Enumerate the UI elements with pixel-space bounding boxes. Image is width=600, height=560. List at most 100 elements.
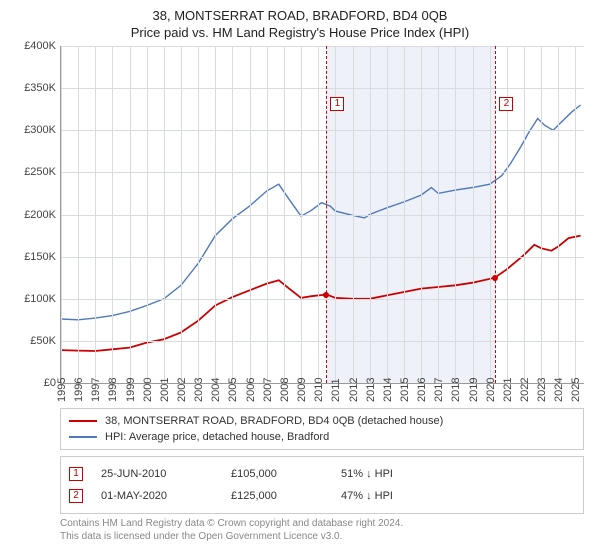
y-tick-label: £350K bbox=[24, 82, 56, 94]
sale-date: 25-JUN-2010 bbox=[101, 468, 231, 480]
y-tick-label: £200K bbox=[24, 209, 56, 221]
legend-swatch-property bbox=[69, 420, 97, 422]
gridline-v bbox=[370, 46, 371, 383]
x-tick-label: 1999 bbox=[125, 378, 137, 402]
y-tick-label: £50K bbox=[30, 335, 56, 347]
x-tick-label: 2022 bbox=[519, 378, 531, 402]
x-tick-label: 2006 bbox=[245, 378, 257, 402]
footer: Contains HM Land Registry data © Crown c… bbox=[60, 518, 584, 543]
gridline-v bbox=[541, 46, 542, 383]
sale-marker-number: 1 bbox=[330, 97, 344, 111]
gridline-v bbox=[215, 46, 216, 383]
gridline-v bbox=[421, 46, 422, 383]
gridline-v bbox=[524, 46, 525, 383]
gridline-v bbox=[250, 46, 251, 383]
plot-area: 12 bbox=[60, 46, 584, 384]
x-tick-label: 1997 bbox=[90, 378, 102, 402]
x-tick-label: 2000 bbox=[142, 378, 154, 402]
x-tick-label: 2024 bbox=[553, 378, 565, 402]
x-tick-label: 2020 bbox=[485, 378, 497, 402]
gridline-v bbox=[301, 46, 302, 383]
gridline-v bbox=[353, 46, 354, 383]
x-tick-label: 1996 bbox=[73, 378, 85, 402]
sales-table: 1 25-JUN-2010£105,00051% ↓ HPI 201-MAY-202… bbox=[60, 456, 584, 514]
sale-price: £125,000 bbox=[231, 490, 341, 502]
gridline-h bbox=[61, 88, 584, 89]
series-line bbox=[61, 105, 581, 320]
sale-price: £105,000 bbox=[231, 468, 341, 480]
x-tick-label: 2005 bbox=[227, 378, 239, 402]
sale-marker-line bbox=[326, 46, 327, 383]
y-tick-label: £300K bbox=[24, 124, 56, 136]
gridline-h bbox=[61, 215, 584, 216]
gridline-h bbox=[61, 130, 584, 131]
x-tick-label: 1995 bbox=[56, 378, 68, 402]
x-tick-label: 2016 bbox=[416, 378, 428, 402]
x-tick-label: 2012 bbox=[348, 378, 360, 402]
x-tick-label: 2007 bbox=[262, 378, 274, 402]
x-tick-label: 2021 bbox=[502, 378, 514, 402]
sale-row-number: 2 bbox=[69, 489, 83, 503]
gridline-v bbox=[232, 46, 233, 383]
gridline-v bbox=[404, 46, 405, 383]
sale-ratio: 47% ↓ HPI bbox=[341, 490, 393, 502]
x-tick-label: 2010 bbox=[313, 378, 325, 402]
x-tick-label: 2015 bbox=[399, 378, 411, 402]
gridline-v bbox=[318, 46, 319, 383]
x-tick-label: 2001 bbox=[159, 378, 171, 402]
x-tick-label: 1998 bbox=[107, 378, 119, 402]
footer-line-1: Contains HM Land Registry data © Crown c… bbox=[60, 518, 584, 531]
y-tick-label: £0 bbox=[44, 377, 56, 389]
gridline-v bbox=[61, 46, 62, 383]
gridline-v bbox=[147, 46, 148, 383]
gridline-v bbox=[181, 46, 182, 383]
gridline-v bbox=[575, 46, 576, 383]
sale-marker-number: 2 bbox=[499, 97, 513, 111]
price-chart: £0£50K£100K£150K£200K£250K£300K£350K£400… bbox=[12, 46, 588, 408]
gridline-v bbox=[164, 46, 165, 383]
gridline-v bbox=[95, 46, 96, 383]
page-title: 38, MONTSERRAT ROAD, BRADFORD, BD4 0QB bbox=[12, 8, 588, 23]
gridline-h bbox=[61, 299, 584, 300]
sale-dot bbox=[492, 275, 498, 281]
gridline-v bbox=[387, 46, 388, 383]
page-subtitle: Price paid vs. HM Land Registry's House … bbox=[12, 25, 588, 40]
legend-swatch-hpi bbox=[69, 436, 97, 438]
legend-label-hpi: HPI: Average price, detached house, Brad… bbox=[105, 431, 329, 443]
y-axis: £0£50K£100K£150K£200K£250K£300K£350K£400… bbox=[12, 46, 60, 384]
sale-ratio: 51% ↓ HPI bbox=[341, 468, 393, 480]
x-tick-label: 2025 bbox=[570, 378, 582, 402]
gridline-v bbox=[473, 46, 474, 383]
x-tick-label: 2014 bbox=[382, 378, 394, 402]
gridline-v bbox=[267, 46, 268, 383]
gridline-h bbox=[61, 341, 584, 342]
y-tick-label: £100K bbox=[24, 293, 56, 305]
sale-row: 1 25-JUN-2010£105,00051% ↓ HPI bbox=[69, 463, 575, 485]
sale-marker-line bbox=[495, 46, 496, 383]
gridline-v bbox=[198, 46, 199, 383]
gridline-v bbox=[438, 46, 439, 383]
x-tick-label: 2009 bbox=[296, 378, 308, 402]
gridline-v bbox=[490, 46, 491, 383]
gridline-v bbox=[455, 46, 456, 383]
y-tick-label: £250K bbox=[24, 166, 56, 178]
footer-line-2: This data is licensed under the Open Gov… bbox=[60, 531, 584, 544]
x-tick-label: 2018 bbox=[450, 378, 462, 402]
gridline-v bbox=[284, 46, 285, 383]
sale-row: 201-MAY-2020£125,00047% ↓ HPI bbox=[69, 485, 575, 507]
series-line bbox=[61, 236, 581, 351]
gridline-v bbox=[558, 46, 559, 383]
x-tick-label: 2019 bbox=[468, 378, 480, 402]
x-tick-label: 2023 bbox=[536, 378, 548, 402]
x-tick-label: 2011 bbox=[330, 378, 342, 402]
sale-row-number: 1 bbox=[69, 467, 83, 481]
x-tick-label: 2008 bbox=[279, 378, 291, 402]
gridline-v bbox=[78, 46, 79, 383]
x-tick-label: 2013 bbox=[365, 378, 377, 402]
y-tick-label: £150K bbox=[24, 251, 56, 263]
x-tick-label: 2002 bbox=[176, 378, 188, 402]
x-tick-label: 2017 bbox=[433, 378, 445, 402]
gridline-v bbox=[112, 46, 113, 383]
gridline-h bbox=[61, 257, 584, 258]
x-axis: 1995199619971998199920002001200220032004… bbox=[60, 384, 584, 418]
